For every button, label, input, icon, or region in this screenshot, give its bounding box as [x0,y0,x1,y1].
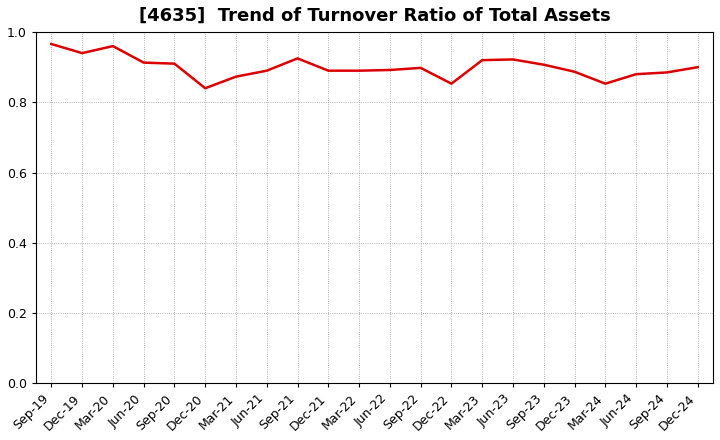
Title: [4635]  Trend of Turnover Ratio of Total Assets: [4635] Trend of Turnover Ratio of Total … [139,7,611,25]
